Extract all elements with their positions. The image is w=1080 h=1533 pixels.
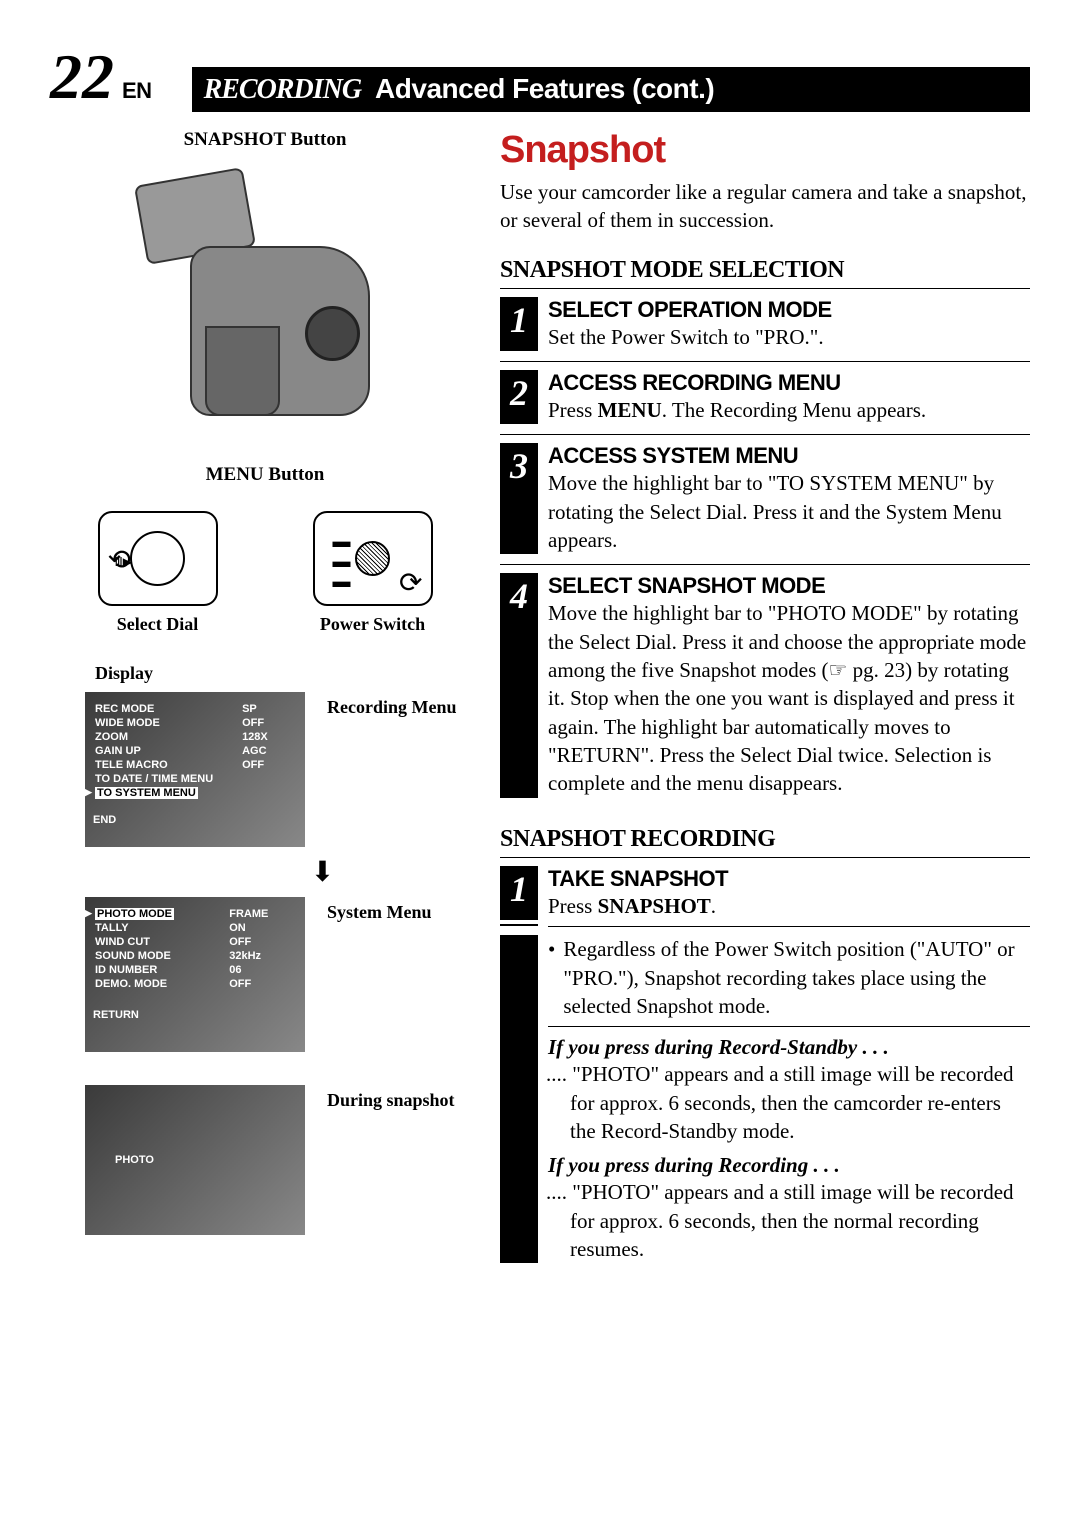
select-dial-icon: ⟲ Ⅲ▶ <box>98 511 218 606</box>
cond-recording-body: .... "PHOTO" appears and a still image w… <box>548 1178 1030 1263</box>
select-dial-label: Select Dial <box>98 614 218 635</box>
step-3: 3 ACCESS SYSTEM MENU Move the highlight … <box>500 443 1030 554</box>
page-number-group: 22 EN <box>50 40 152 114</box>
snapshot-button-label: SNAPSHOT Button <box>50 129 480 151</box>
section-mode-selection: SNAPSHOT MODE SELECTION <box>500 257 1030 284</box>
power-switch-icon: ▬ ▬ ▬ ⟳ <box>313 511 433 606</box>
bullet-icon: • <box>548 935 555 1020</box>
camcorder-illustration <box>110 156 420 456</box>
step-number: 1 <box>500 866 538 920</box>
step-4: 4 SELECT SNAPSHOT MODE Move the highligh… <box>500 573 1030 797</box>
step-title: ACCESS SYSTEM MENU <box>548 443 1030 469</box>
step-title: TAKE SNAPSHOT <box>548 866 1030 892</box>
step-title: ACCESS RECORDING MENU <box>548 370 1030 396</box>
header-bar: RECORDING Advanced Features (cont.) <box>192 67 1030 112</box>
during-snapshot-label: During snapshot <box>327 1090 455 1111</box>
step-body: Press MENU. The Recording Menu appears. <box>548 396 1030 424</box>
page-number: 22 <box>50 40 114 114</box>
step-number: 3 <box>500 443 538 554</box>
step-title: SELECT SNAPSHOT MODE <box>548 573 1030 599</box>
recording-menu-label: Recording Menu <box>327 697 457 718</box>
left-column: SNAPSHOT Button MENU Button ⟲ Ⅲ▶ Select … <box>50 129 500 1263</box>
header-section: RECORDING <box>204 74 361 106</box>
cond-standby-body: .... "PHOTO" appears and a still image w… <box>548 1060 1030 1145</box>
step-1: 1 SELECT OPERATION MODE Set the Power Sw… <box>500 297 1030 351</box>
cond-standby-heading: If you press during Record-Standby . . . <box>548 1035 1030 1060</box>
step-body: Move the highlight bar to "TO SYSTEM MEN… <box>548 469 1030 554</box>
power-switch-group: ▬ ▬ ▬ ⟳ Power Switch <box>313 511 433 635</box>
cond-recording-heading: If you press during Recording . . . <box>548 1153 1030 1178</box>
display-label: Display <box>95 663 480 684</box>
step-title: SELECT OPERATION MODE <box>548 297 1030 323</box>
step-body: Move the highlight bar to "PHOTO MODE" b… <box>548 599 1030 797</box>
during-snapshot-screen: PHOTO <box>85 1085 305 1235</box>
page-header: 22 EN RECORDING Advanced Features (cont.… <box>50 40 1030 114</box>
header-sub: Advanced Features (cont.) <box>375 73 714 105</box>
step-number: 1 <box>500 297 538 351</box>
bullet-text: Regardless of the Power Switch position … <box>563 935 1030 1020</box>
arrow-down-icon: ⬇ <box>165 855 480 889</box>
right-column: Snapshot Use your camcorder like a regul… <box>500 129 1030 1263</box>
step-2: 2 ACCESS RECORDING MENU Press MENU. The … <box>500 370 1030 424</box>
step-number: 4 <box>500 573 538 797</box>
snapshot-title: Snapshot <box>500 129 1030 172</box>
system-menu-label: System Menu <box>327 902 432 923</box>
step-body: Set the Power Switch to "PRO.". <box>548 323 1030 351</box>
step-number: 2 <box>500 370 538 424</box>
power-switch-label: Power Switch <box>313 614 433 635</box>
select-dial-group: ⟲ Ⅲ▶ Select Dial <box>98 511 218 635</box>
section-recording: SNAPSHOT RECORDING <box>500 826 1030 853</box>
intro-text: Use your camcorder like a regular camera… <box>500 178 1030 235</box>
step-body: Press SNAPSHOT. <box>548 892 1030 920</box>
system-menu-screen: ▶PHOTO MODEFRAME TALLYON WIND CUTOFF SOU… <box>85 897 305 1052</box>
menu-button-label: MENU Button <box>50 464 480 486</box>
recording-menu-screen: REC MODESP WIDE MODEOFF ZOOM128X GAIN UP… <box>85 692 305 847</box>
page-lang: EN <box>122 78 152 104</box>
sidebar-bar <box>500 935 538 1263</box>
step-rec-1: 1 TAKE SNAPSHOT Press SNAPSHOT. <box>500 866 1030 920</box>
